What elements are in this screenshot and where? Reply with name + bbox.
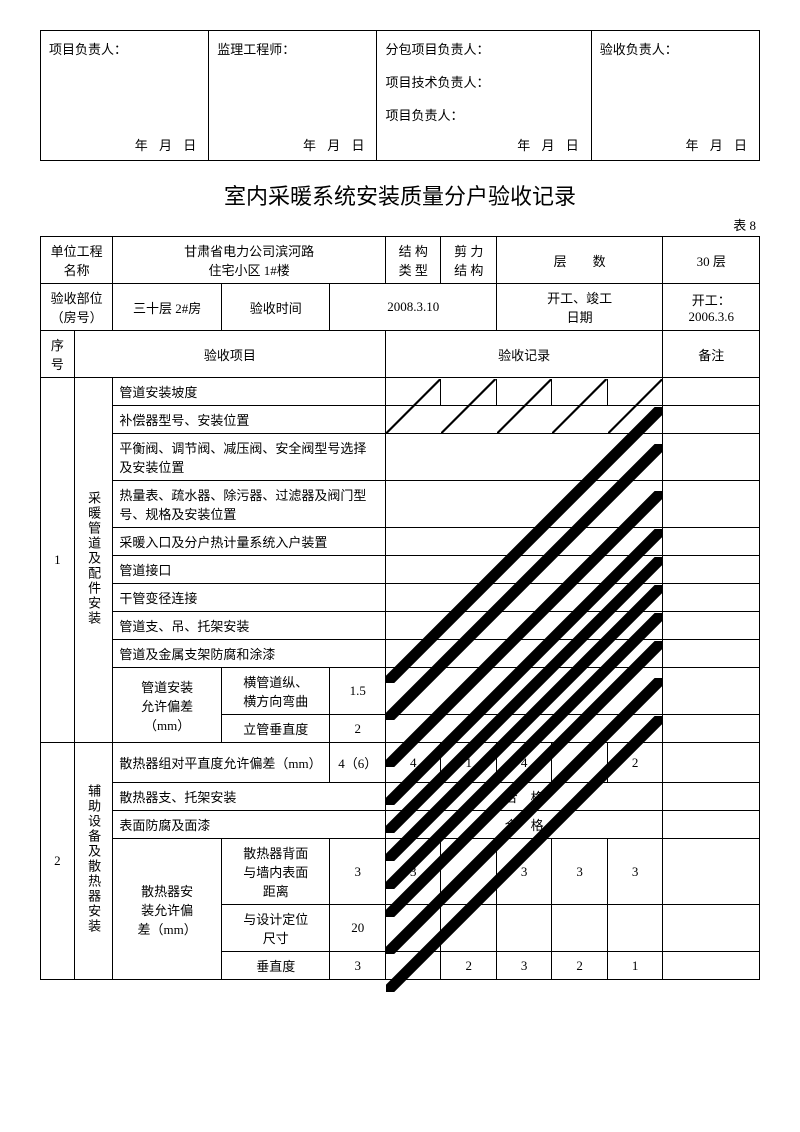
item-label: 热量表、疏水器、除污器、过滤器及阀门型号、规格及安装位置 — [113, 481, 386, 528]
tolerance-label: 散热器背面 与墙内表面 距离 — [221, 839, 330, 905]
signature-table: 项目负责人： 年 月 日 监理工程师： 年 月 日 分包项目负责人： 项目技术负… — [40, 30, 760, 161]
label-project-name: 单位工程名称 — [41, 237, 113, 284]
tolerance-value: 3 — [330, 952, 385, 980]
inspection-table: 单位工程名称 甘肃省电力公司滨河路 住宅小区 1#楼 结 构 类 型 剪 力 结… — [40, 236, 760, 980]
record-cell — [385, 528, 662, 556]
value-project-name: 甘肃省电力公司滨河路 住宅小区 1#楼 — [113, 237, 386, 284]
label-accept-part: 验收部位 （房号） — [41, 284, 113, 331]
table-row: 管道接口 — [41, 556, 760, 584]
header-row-1: 单位工程名称 甘肃省电力公司滨河路 住宅小区 1#楼 结 构 类 型 剪 力 结… — [41, 237, 760, 284]
remark-cell — [663, 952, 760, 980]
label-record: 验收记录 — [385, 331, 662, 378]
item-label: 表面防腐及面漆 — [113, 811, 386, 839]
item-value: 4（6） — [330, 743, 385, 783]
value-floors: 30 层 — [663, 237, 760, 284]
sig-label: 项目技术负责人： — [385, 72, 582, 91]
sig-label: 分包项目负责人： — [385, 39, 582, 58]
label-remark: 备注 — [663, 331, 760, 378]
tolerance-value: 2 — [330, 715, 385, 743]
remark-cell — [663, 743, 760, 783]
record-cell — [385, 556, 662, 584]
value-accept-part: 三十层 2#房 — [113, 284, 222, 331]
remark-cell — [663, 584, 760, 612]
remark-cell — [663, 434, 760, 481]
remark-cell — [663, 640, 760, 668]
item-label: 散热器支、托架安装 — [113, 783, 386, 811]
remark-cell — [663, 378, 760, 406]
remark-cell — [663, 556, 760, 584]
remark-cell — [663, 715, 760, 743]
remark-cell — [663, 668, 760, 715]
item-label: 补偿器型号、安装位置 — [113, 406, 386, 434]
sig-cell-1: 项目负责人： 年 月 日 — [41, 31, 209, 161]
record-cell — [385, 378, 662, 406]
table-row: 管道支、吊、托架安装 — [41, 612, 760, 640]
item-label: 管道安装坡度 — [113, 378, 386, 406]
value-date: 开工： 2006.3.6 — [663, 284, 760, 331]
header-row-3: 序 号 验收项目 验收记录 备注 — [41, 331, 760, 378]
sig-label: 验收负责人： — [600, 39, 751, 58]
table-row: 1采暖管道及配件安装管道安装坡度 — [41, 378, 760, 406]
label-item: 验收项目 — [74, 331, 385, 378]
item-label: 干管变径连接 — [113, 584, 386, 612]
page-title: 室内采暖系统安装质量分户验收记录 — [40, 179, 760, 211]
item-label: 平衡阀、调节阀、减压阀、安全阀型号选择及安装位置 — [113, 434, 386, 481]
record-cell — [385, 612, 662, 640]
section-group: 采暖管道及配件安装 — [74, 378, 113, 743]
record-cell — [385, 640, 662, 668]
record-cell — [385, 715, 662, 743]
tolerance-label: 立管垂直度 — [221, 715, 330, 743]
tolerance-label: 与设计定位 尺寸 — [221, 905, 330, 952]
tolerance-label: 垂直度 — [221, 952, 330, 980]
label-struct-type: 结 构 类 型 — [385, 237, 440, 284]
label-accept-time: 验收时间 — [221, 284, 330, 331]
sig-date: 年 月 日 — [135, 135, 201, 154]
sig-cell-4: 验收负责人： 年 月 日 — [591, 31, 759, 161]
sig-date: 年 月 日 — [517, 135, 583, 154]
sig-cell-3: 分包项目负责人： 项目技术负责人： 项目负责人： 年 月 日 — [377, 31, 591, 161]
remark-cell — [663, 481, 760, 528]
tolerance-value: 1.5 — [330, 668, 385, 715]
table-row: 干管变径连接 — [41, 584, 760, 612]
remark-cell — [663, 905, 760, 952]
table-row: 补偿器型号、安装位置 — [41, 406, 760, 434]
sig-date: 年 月 日 — [303, 135, 369, 154]
sig-label: 项目负责人： — [385, 105, 582, 124]
label-shear-struct: 剪 力 结 构 — [441, 237, 496, 284]
table-row: 管道及金属支架防腐和涂漆 — [41, 640, 760, 668]
item-label: 管道支、吊、托架安装 — [113, 612, 386, 640]
section-number: 2 — [41, 743, 75, 980]
item-label: 采暖入口及分户热计量系统入户装置 — [113, 528, 386, 556]
tolerance-group: 散热器安 装允许偏 差（mm） — [113, 839, 222, 980]
remark-cell — [663, 528, 760, 556]
tolerance-value: 20 — [330, 905, 385, 952]
table-row: 采暖入口及分户热计量系统入户装置 — [41, 528, 760, 556]
item-label: 管道接口 — [113, 556, 386, 584]
label-seq: 序 号 — [41, 331, 75, 378]
remark-cell — [663, 783, 760, 811]
item-label: 管道及金属支架防腐和涂漆 — [113, 640, 386, 668]
label-floors: 层 数 — [496, 237, 662, 284]
value-accept-time: 2008.3.10 — [330, 284, 496, 331]
remark-cell — [663, 612, 760, 640]
remark-cell — [663, 406, 760, 434]
sig-cell-2: 监理工程师： 年 月 日 — [209, 31, 377, 161]
sig-label: 项目负责人： — [49, 39, 200, 58]
item-label: 散热器组对平直度允许偏差（mm） — [113, 743, 330, 783]
section-number: 1 — [41, 378, 75, 743]
record-cell — [385, 584, 662, 612]
tolerance-label: 横管道纵、 横方向弯曲 — [221, 668, 330, 715]
header-row-2: 验收部位 （房号） 三十层 2#房 验收时间 2008.3.10 开工、竣工 日… — [41, 284, 760, 331]
remark-cell — [663, 811, 760, 839]
tolerance-group: 管道安装 允许偏差 （mm） — [113, 668, 222, 743]
tolerance-value: 3 — [330, 839, 385, 905]
label-date: 开工、竣工 日期 — [496, 284, 662, 331]
sig-label: 监理工程师： — [217, 39, 368, 58]
record-cell — [385, 406, 662, 434]
section-group: 辅助设备及散热器安装 — [74, 743, 113, 980]
table-number: 表 8 — [40, 215, 760, 234]
sig-date: 年 月 日 — [685, 135, 751, 154]
remark-cell — [663, 839, 760, 905]
